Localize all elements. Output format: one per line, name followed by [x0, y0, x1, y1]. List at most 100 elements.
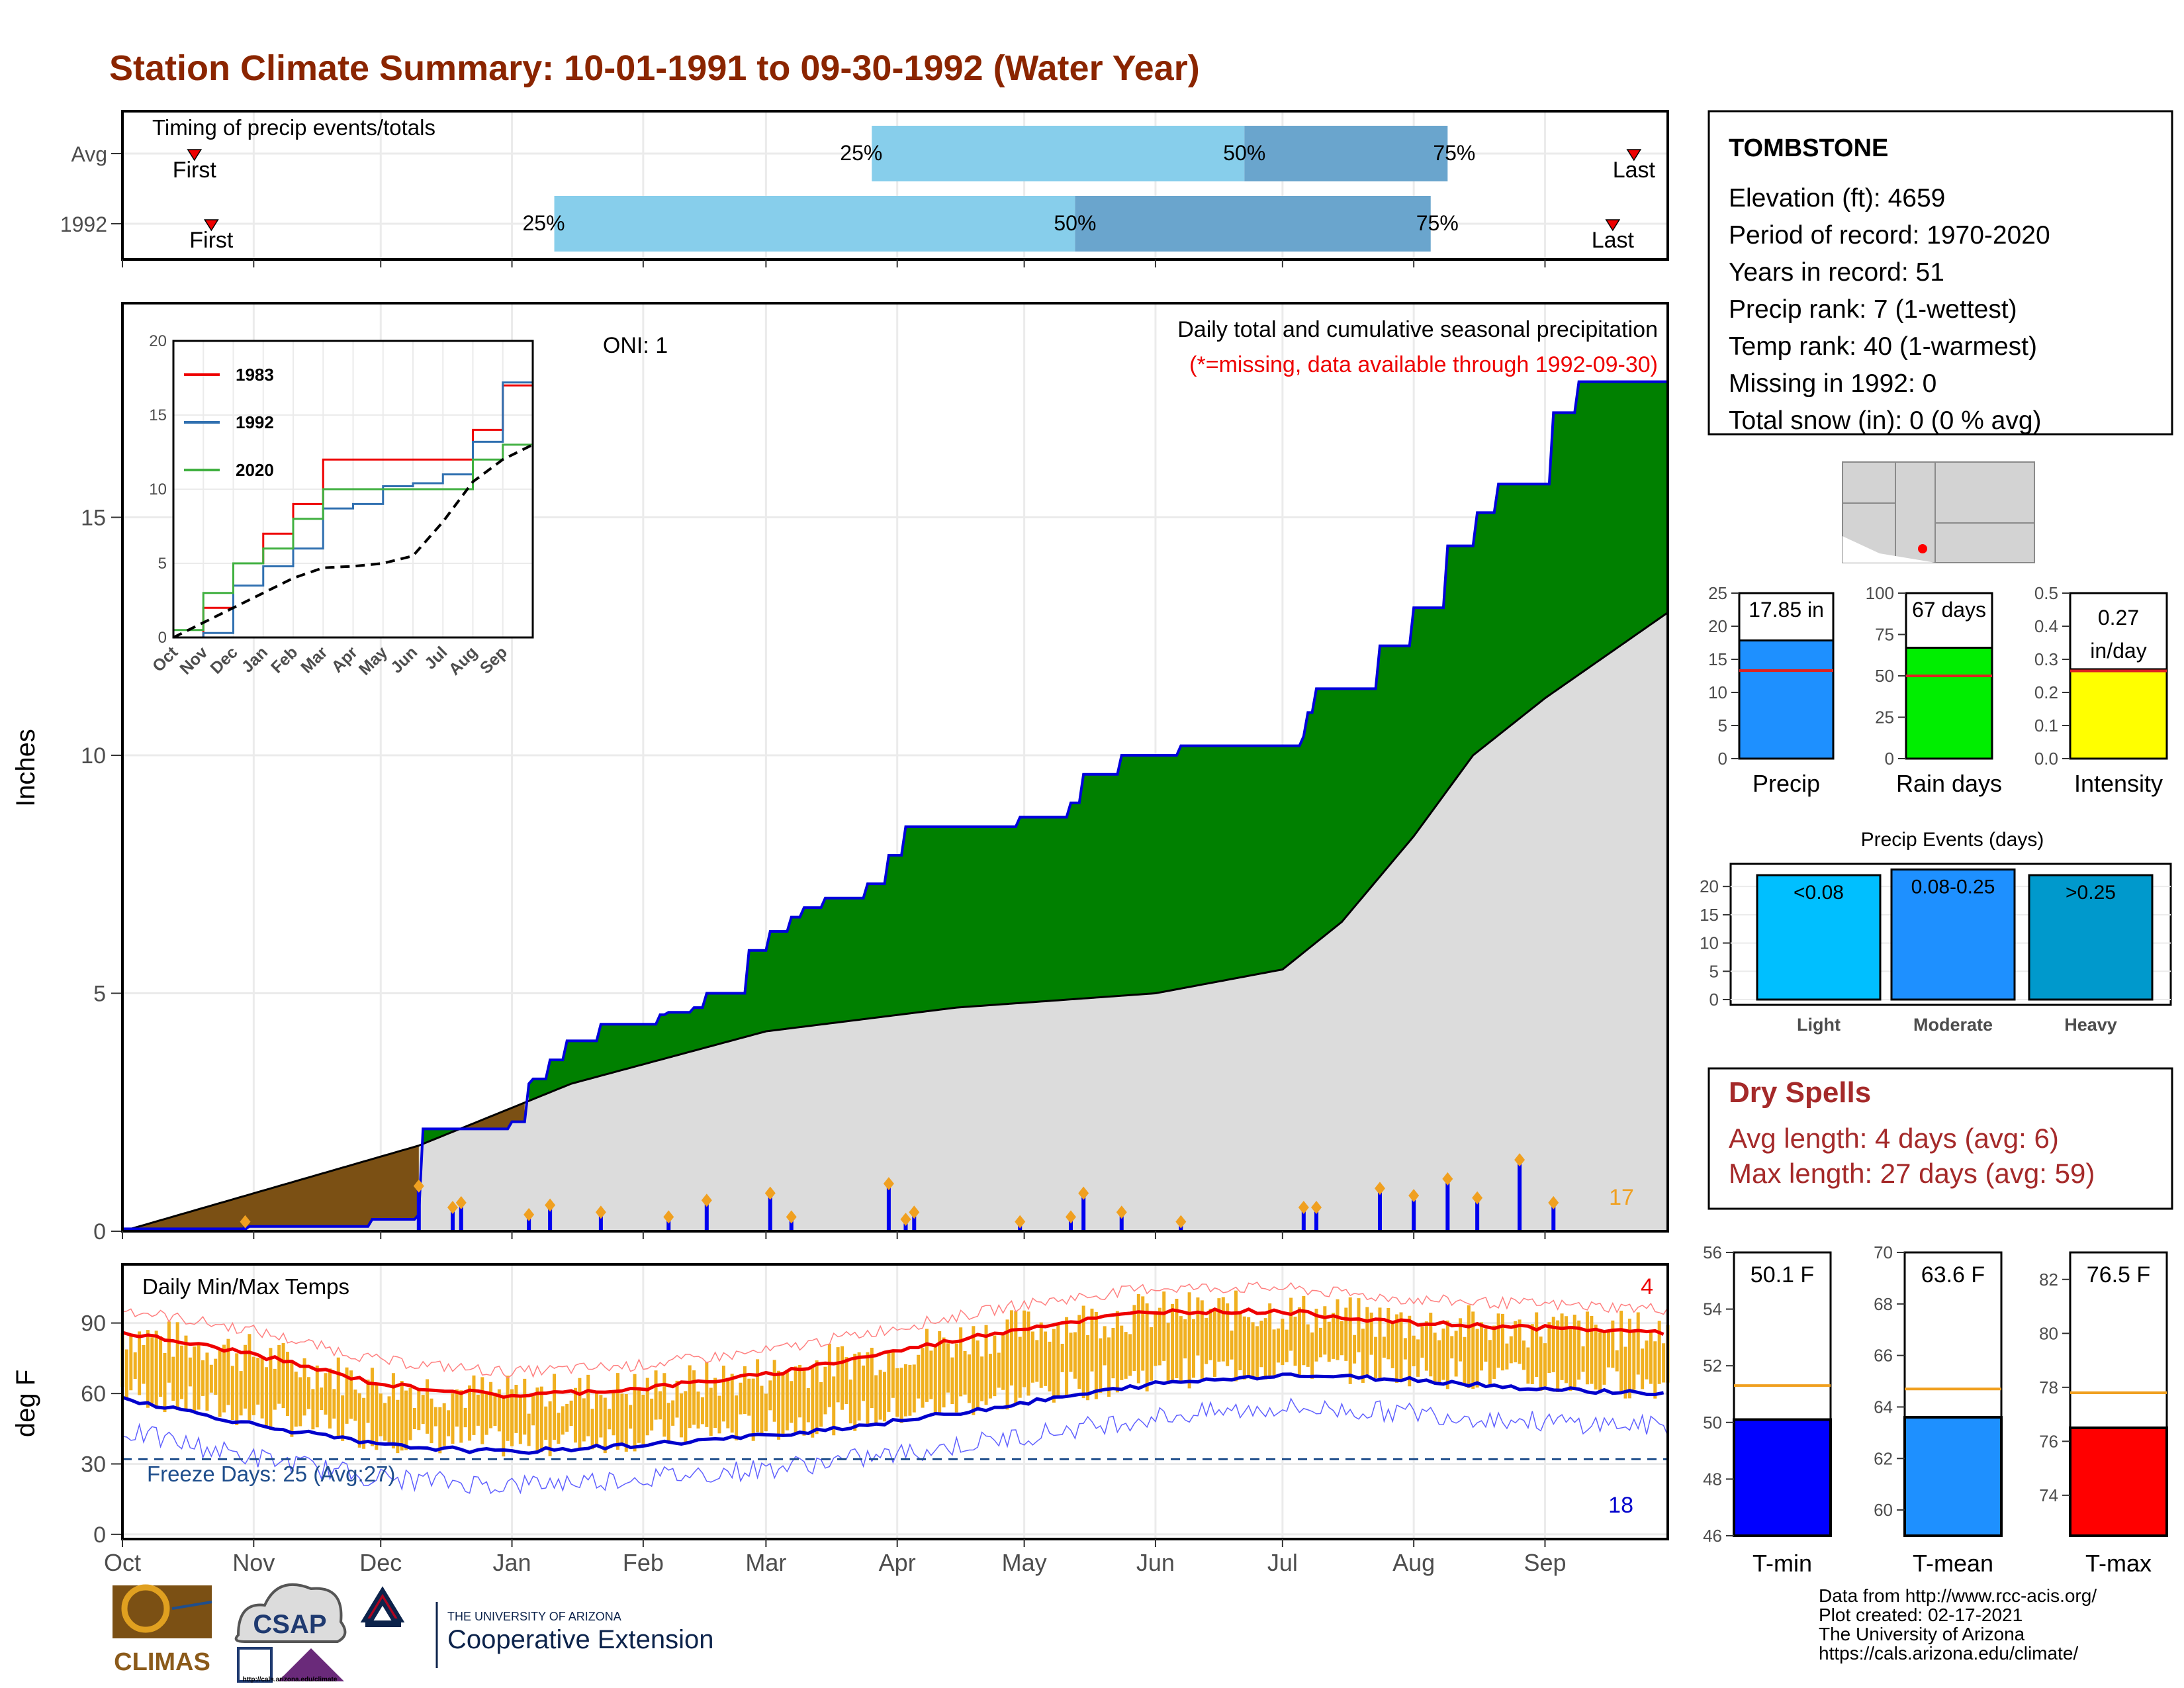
precip-ytick-label: 10 — [81, 743, 106, 769]
inset-series-average — [173, 444, 533, 639]
daily-precip-marker — [545, 1198, 556, 1212]
daily-precip-bar — [548, 1205, 553, 1231]
avg-min-line — [122, 1372, 1664, 1455]
station-info-line: Period of record: 1970-2020 — [1729, 221, 2050, 250]
daily-precip-bar — [1518, 1160, 1522, 1231]
daily-precip-bar — [768, 1193, 772, 1231]
precip-missing-note: (*=missing, data available through 1992-… — [1189, 352, 1658, 377]
timing-label-50: 50% — [1054, 211, 1096, 235]
dry-spells-box — [1707, 1067, 2173, 1210]
mini-bar-label: Precip — [1752, 770, 1820, 797]
daily-precip-bar — [789, 1217, 794, 1231]
precip-panel-border — [121, 302, 1669, 1233]
temp-bar-tick-label: 52 — [1703, 1356, 1722, 1376]
daily-precip-bar — [450, 1207, 455, 1231]
station-info-line: Years in record: 51 — [1729, 258, 1944, 287]
month-label: Jun — [1136, 1549, 1175, 1576]
station-info-line: Temp rank: 40 (1-warmest) — [1729, 332, 2037, 361]
event-category: Moderate — [1913, 1015, 1993, 1035]
events-tick-label: 5 — [1709, 961, 1719, 981]
event-bar-Moderate — [1890, 868, 2016, 1001]
temp-bar-tick-label: 62 — [1874, 1448, 1893, 1468]
mini-tick-label: 0.0 — [2034, 749, 2058, 769]
event-bar-Light — [1756, 874, 1882, 1001]
precip-ytick-label: 15 — [81, 506, 106, 531]
record-high-line — [122, 1281, 1668, 1379]
events-title: Precip Events (days) — [1861, 829, 2044, 851]
locator-map — [1842, 461, 2035, 563]
climas-logo-sun — [121, 1584, 170, 1633]
daily-precip-bar — [912, 1212, 917, 1231]
timing-bar-50-75-0 — [1244, 126, 1448, 181]
temp-bar-tick-label: 66 — [1874, 1346, 1893, 1366]
daily-precip-bar — [598, 1212, 603, 1231]
station-info-line: Elevation (ft): 4659 — [1729, 184, 1945, 212]
ua-a-base — [365, 1620, 401, 1627]
csap-cloud — [234, 1583, 347, 1643]
events-tick-label: 15 — [1700, 905, 1719, 925]
temp-ytick-label: 0 — [93, 1523, 106, 1548]
climas-logo-arrow — [171, 1601, 212, 1610]
temp-bar-value: 76.5 F — [2087, 1262, 2150, 1288]
precip-ytick-label: 0 — [93, 1219, 106, 1244]
daily-precip-marker — [1311, 1201, 1322, 1215]
daily-precip-bar — [666, 1217, 671, 1231]
mini-tick-label: 0.4 — [2034, 616, 2058, 636]
oni-label: ONI: 1 — [603, 333, 668, 358]
daily-precip-bar — [704, 1200, 709, 1231]
inset-series-2020 — [173, 422, 534, 632]
daily-precip-marker — [1175, 1215, 1187, 1229]
daily-precip-marker — [1065, 1210, 1076, 1224]
timing-label-25: 25% — [840, 141, 882, 165]
month-label: Jul — [1267, 1549, 1298, 1576]
daily-precip-marker — [1514, 1153, 1525, 1167]
temp-bar-tick-label: 60 — [1874, 1500, 1893, 1520]
mini-tick-label: 0 — [1718, 749, 1727, 769]
mini-bar-value: 67 days — [1912, 598, 1986, 622]
daily-precip-marker — [764, 1186, 776, 1200]
month-label: Mar — [745, 1549, 786, 1576]
daily-precip-marker — [1408, 1189, 1420, 1203]
daily-precip-marker — [1298, 1201, 1309, 1215]
month-label: Sep — [1524, 1549, 1566, 1576]
ua-small-text: THE UNIVERSITY OF ARIZONA — [447, 1610, 621, 1623]
daily-precip-marker — [413, 1179, 424, 1193]
temp-bar-label: T-max — [2085, 1550, 2152, 1577]
freeze-days-label: Freeze Days: 25 (Avg:27) — [147, 1462, 395, 1486]
page-title: Station Climate Summary: 10-01-1991 to 0… — [109, 48, 1200, 88]
daily-precip-bar — [1445, 1178, 1450, 1231]
csap-grid-icon — [237, 1647, 273, 1683]
daily-precip-bar — [459, 1202, 463, 1231]
csap-url: http://cals.arizona.edu/climate — [243, 1676, 338, 1683]
daily-precip-marker — [900, 1213, 911, 1227]
record-high-count: 4 — [1641, 1274, 1653, 1299]
mini-bar-Intensity — [2069, 668, 2168, 760]
inset-border — [172, 340, 534, 639]
station-info-line: Total snow (in): 0 (0 % avg) — [1729, 406, 2042, 435]
daily-precip-bar — [1412, 1196, 1416, 1231]
climas-logo-text: CLIMAS — [114, 1648, 210, 1676]
daily-precip-bar — [1301, 1207, 1306, 1231]
daily-precip-bar — [1068, 1217, 1073, 1231]
month-label: Dec — [359, 1549, 402, 1576]
daily-precip-bar — [1119, 1212, 1124, 1231]
footer-line: Plot created: 02-17-2021 — [1819, 1605, 2023, 1625]
event-bar-label: >0.25 — [2066, 882, 2116, 904]
temp-bar-T-min — [1733, 1418, 1832, 1538]
daily-precip-marker — [1472, 1191, 1483, 1205]
timing-title: Timing of precip events/totals — [152, 115, 435, 140]
daily-precip-marker — [240, 1215, 251, 1229]
temp-bar-T-max — [2069, 1426, 2168, 1538]
daily-precip-marker — [1116, 1205, 1127, 1219]
station-location-dot — [1918, 544, 1927, 553]
cumulative-line — [122, 380, 1668, 1231]
daily-precip-marker — [701, 1194, 712, 1207]
temp-bar-tick-label: 64 — [1874, 1397, 1893, 1417]
event-category: Light — [1797, 1015, 1841, 1035]
month-label: Jan — [493, 1549, 531, 1576]
month-label: Apr — [879, 1549, 916, 1576]
mini-bar-label: Intensity — [2074, 770, 2163, 797]
daily-precip-bar — [527, 1214, 531, 1231]
mini-tick-label: 0.3 — [2034, 649, 2058, 669]
mini-bar-value-unit: in/day — [2090, 639, 2146, 663]
